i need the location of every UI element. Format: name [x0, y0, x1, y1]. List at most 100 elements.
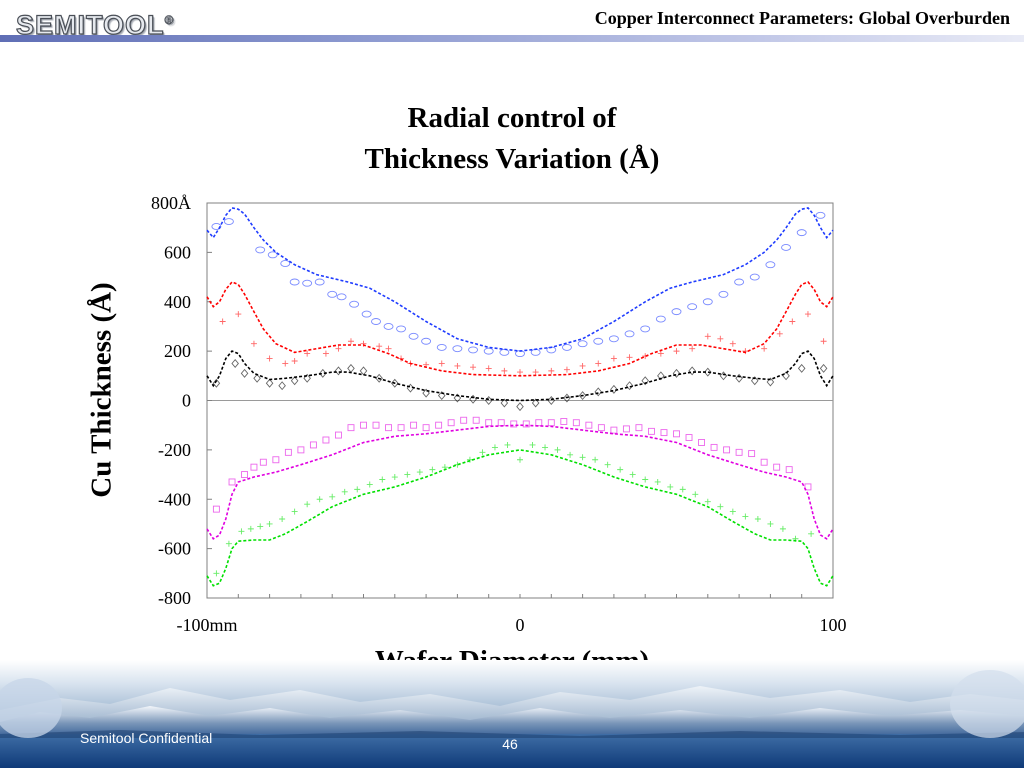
- chart-title-line-1: Radial control of: [407, 102, 617, 134]
- data-point: [253, 373, 261, 383]
- data-point: [291, 358, 298, 364]
- data-point: [272, 456, 280, 464]
- data-point: [785, 466, 793, 474]
- x-tick-label: 100: [820, 615, 847, 635]
- data-point: [438, 360, 445, 367]
- data-point: [452, 345, 463, 353]
- data-point: [360, 421, 367, 429]
- data-point: [334, 366, 343, 376]
- data-point: [641, 376, 649, 386]
- data-point: [422, 388, 430, 398]
- registered-mark: ®: [164, 13, 175, 28]
- data-point: [212, 378, 221, 388]
- data-point: [375, 373, 383, 383]
- data-point: [782, 371, 790, 381]
- series-1: [206, 207, 834, 358]
- data-point: [335, 431, 342, 439]
- data-point: [749, 273, 760, 281]
- data-point: [710, 443, 718, 451]
- footer-confidential-text: Semitool Confidential: [80, 730, 213, 746]
- data-point: [610, 355, 617, 362]
- data-point: [267, 251, 278, 259]
- series-4: [206, 416, 834, 540]
- data-point: [397, 424, 405, 432]
- data-point: [259, 458, 267, 466]
- data-point: [593, 337, 604, 345]
- data-point: [735, 373, 743, 383]
- data-point: [347, 363, 355, 373]
- data-point: [410, 421, 418, 429]
- data-point: [577, 340, 588, 348]
- data-point: [327, 290, 338, 298]
- data-point: [265, 378, 274, 388]
- data-point: [347, 338, 354, 345]
- data-point: [625, 381, 634, 391]
- data-point: [497, 419, 505, 427]
- data-point: [247, 525, 254, 532]
- data-point: [622, 425, 630, 433]
- series-line: [206, 424, 834, 540]
- data-point: [250, 463, 258, 471]
- mountain-landscape-image: [0, 670, 1024, 768]
- data-point: [516, 402, 524, 412]
- chart-title: Radial control of Thickness Variation (Å…: [262, 98, 762, 180]
- data-point: [284, 448, 292, 456]
- data-point: [383, 322, 394, 330]
- data-point: [225, 540, 232, 547]
- data-point: [657, 350, 664, 357]
- data-point: [742, 513, 749, 520]
- data-point: [468, 346, 478, 354]
- data-point: [655, 315, 666, 323]
- data-point: [453, 393, 462, 403]
- data-point: [704, 498, 711, 505]
- data-point: [250, 340, 257, 347]
- data-point: [396, 325, 407, 333]
- data-point: [483, 347, 494, 355]
- data-point: [673, 348, 680, 355]
- data-point: [734, 278, 745, 286]
- data-point: [366, 481, 373, 488]
- data-point: [302, 279, 313, 287]
- data-point: [535, 419, 543, 427]
- data-point: [819, 363, 828, 373]
- data-point: [341, 488, 348, 495]
- data-point: [385, 424, 392, 432]
- data-point: [504, 441, 511, 448]
- data-point: [767, 520, 774, 527]
- data-point: [563, 393, 571, 403]
- data-point: [702, 298, 713, 306]
- series-line: [206, 281, 834, 377]
- data-point: [437, 391, 446, 401]
- data-point: [765, 261, 776, 269]
- data-point: [279, 516, 286, 522]
- data-point: [466, 456, 473, 463]
- data-point: [304, 350, 311, 357]
- data-point: [499, 348, 510, 356]
- data-point: [385, 345, 392, 352]
- y-tick-label: 400: [164, 292, 191, 312]
- data-point: [773, 463, 781, 471]
- lake: [0, 734, 1024, 768]
- data-point: [485, 419, 493, 427]
- data-point: [718, 290, 729, 298]
- data-point: [657, 371, 665, 381]
- data-point: [578, 391, 587, 401]
- data-point: [672, 368, 681, 378]
- data-point: [585, 421, 593, 429]
- data-point: [314, 278, 325, 286]
- y-tick-label: 200: [164, 341, 191, 361]
- data-point: [257, 523, 264, 530]
- data-point: [289, 278, 300, 286]
- data-point: [642, 476, 649, 483]
- data-point: [604, 461, 611, 468]
- data-point: [238, 528, 245, 535]
- data-point: [547, 419, 555, 427]
- data-point: [808, 530, 815, 537]
- data-point: [376, 343, 383, 350]
- data-point: [454, 362, 461, 369]
- data-point: [235, 311, 242, 318]
- data-point: [689, 345, 696, 352]
- data-point: [750, 376, 759, 386]
- data-point: [460, 416, 468, 424]
- x-tick-label: -100mm: [177, 615, 238, 635]
